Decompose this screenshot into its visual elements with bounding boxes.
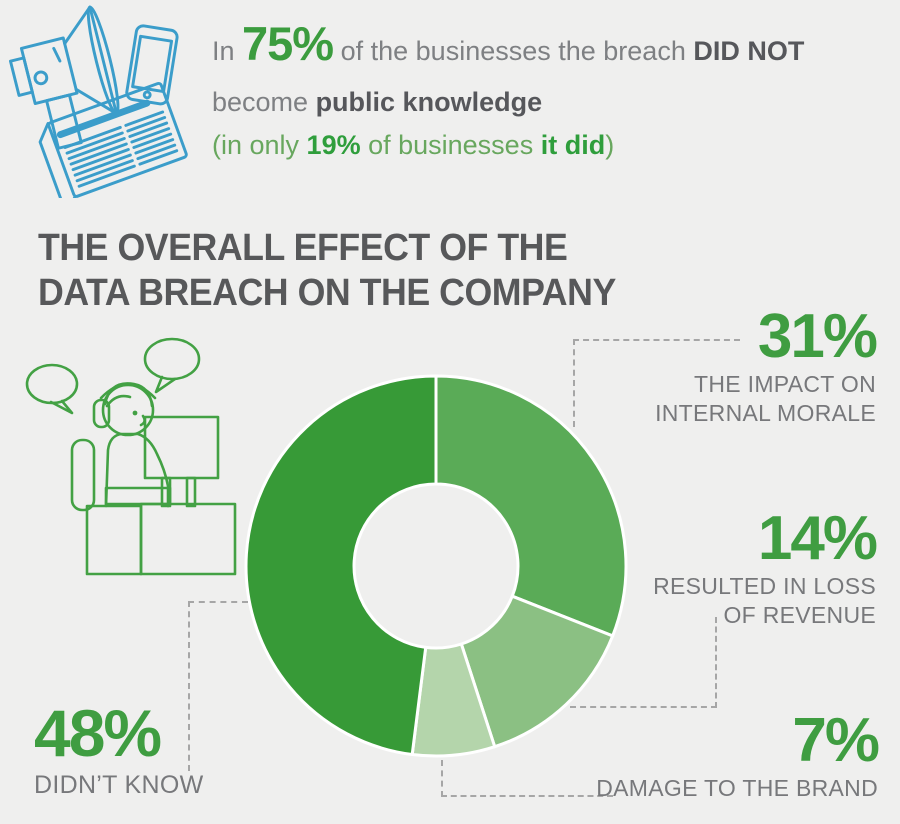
callout-14-percent: 14% RESULTED IN LOSS OF REVENUE <box>653 504 878 630</box>
chart-title: THE OVERALL EFFECT OF THE DATA BREACH ON… <box>38 226 616 316</box>
callout-7-value: 7% <box>792 706 880 775</box>
stat-75-percent: 75% <box>242 17 334 70</box>
callout-31-percent: 31% THE IMPACT ON INTERNAL MORALE <box>655 302 878 428</box>
intro-line-1: In 75% of the businesses the breach DID … <box>212 17 805 70</box>
monitor-icon <box>143 415 220 508</box>
callout-line-48-v <box>188 601 190 771</box>
donut-segment-14-percent <box>459 594 615 749</box>
callout-31-label: THE IMPACT ON INTERNAL MORALE <box>655 371 876 426</box>
media-icons-cluster <box>9 5 188 198</box>
callout-14-label: RESULTED IN LOSS OF REVENUE <box>653 573 876 628</box>
callout-line-31-v <box>573 339 575 427</box>
intro-line-2: become public knowledge <box>212 87 543 117</box>
callout-48-label: DIDN’T KNOW <box>34 771 204 799</box>
speech-bubble-left-icon <box>25 363 79 415</box>
callout-48-value: 48% <box>34 696 162 770</box>
callout-line-14-v <box>715 617 717 708</box>
person-at-computer-illustration <box>25 337 237 576</box>
desk-icon <box>85 502 237 576</box>
donut-segment-48-percent <box>244 374 438 756</box>
callout-7-percent: 7% DAMAGE TO THE BRAND <box>596 706 880 803</box>
callout-31-value: 31% <box>757 302 878 371</box>
stat-19-percent: 19% <box>306 130 361 160</box>
callout-line-14-h <box>570 706 717 708</box>
chart-title-line-2: DATA BREACH ON THE COMPANY <box>38 271 616 314</box>
callout-line-7-v <box>441 760 443 797</box>
chart-title-line-1: THE OVERALL EFFECT OF THE <box>38 227 568 269</box>
donut-chart <box>244 374 628 758</box>
speech-bubble-right-icon <box>143 337 201 394</box>
callout-14-value: 14% <box>757 504 878 573</box>
intro-line-3: (in only 19% of businesses it did) <box>212 130 615 160</box>
callout-48-percent: 48% DIDN’T KNOW <box>34 700 204 801</box>
person-with-headset-icon <box>70 382 172 512</box>
donut-segment-31-percent <box>434 374 628 638</box>
callout-7-label: DAMAGE TO THE BRAND <box>596 775 878 801</box>
newspaper-icon <box>38 81 188 198</box>
callout-line-31-h <box>573 339 740 341</box>
callout-line-48-h <box>188 601 248 603</box>
callout-line-7-h <box>441 795 613 797</box>
intro-statement: In 75% of the businesses the breach DID … <box>212 18 892 168</box>
